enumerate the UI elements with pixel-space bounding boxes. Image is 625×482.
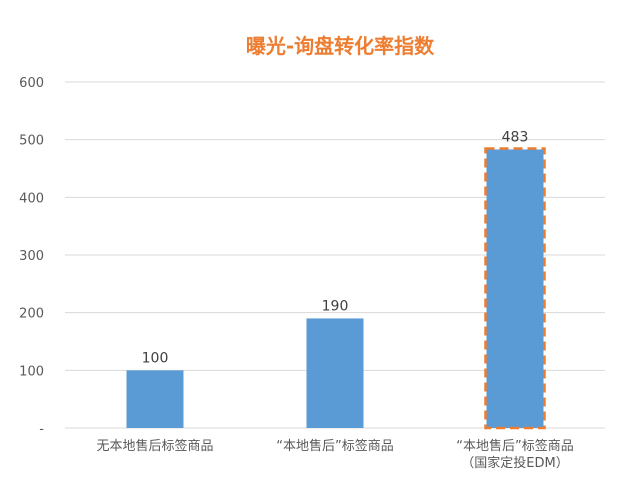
y-tick-label: 300 [19,249,44,264]
data-labels: 100 190 483 [142,129,529,366]
data-label: 483 [502,129,529,145]
x-tick-label: “本地售后”标签商品 [456,438,573,454]
y-tick-label: - [39,422,44,437]
x-axis-tick-labels: 无本地售后标签商品 “本地售后”标签商品 “本地售后”标签商品（国家定投EDM） [96,438,573,471]
bar [486,149,544,428]
data-label: 100 [142,350,169,366]
y-tick-label: 200 [19,307,44,322]
bars [126,147,546,430]
data-label: 190 [322,298,349,314]
y-tick-label: 600 [19,76,44,91]
x-tick-label: （国家定投EDM） [461,455,568,471]
y-axis-tick-labels: - 100 200 300 400 500 600 [19,76,44,437]
y-tick-label: 100 [19,364,44,379]
highlight-border [484,147,546,430]
bar [126,370,184,428]
y-tick-label: 400 [19,191,44,206]
chart-title: 曝光-询盘转化率指数 [246,34,435,58]
y-tick-label: 500 [19,134,44,149]
bar [306,318,364,428]
x-tick-label: 无本地售后标签商品 [96,438,213,454]
x-tick-label: “本地售后”标签商品 [276,438,393,454]
